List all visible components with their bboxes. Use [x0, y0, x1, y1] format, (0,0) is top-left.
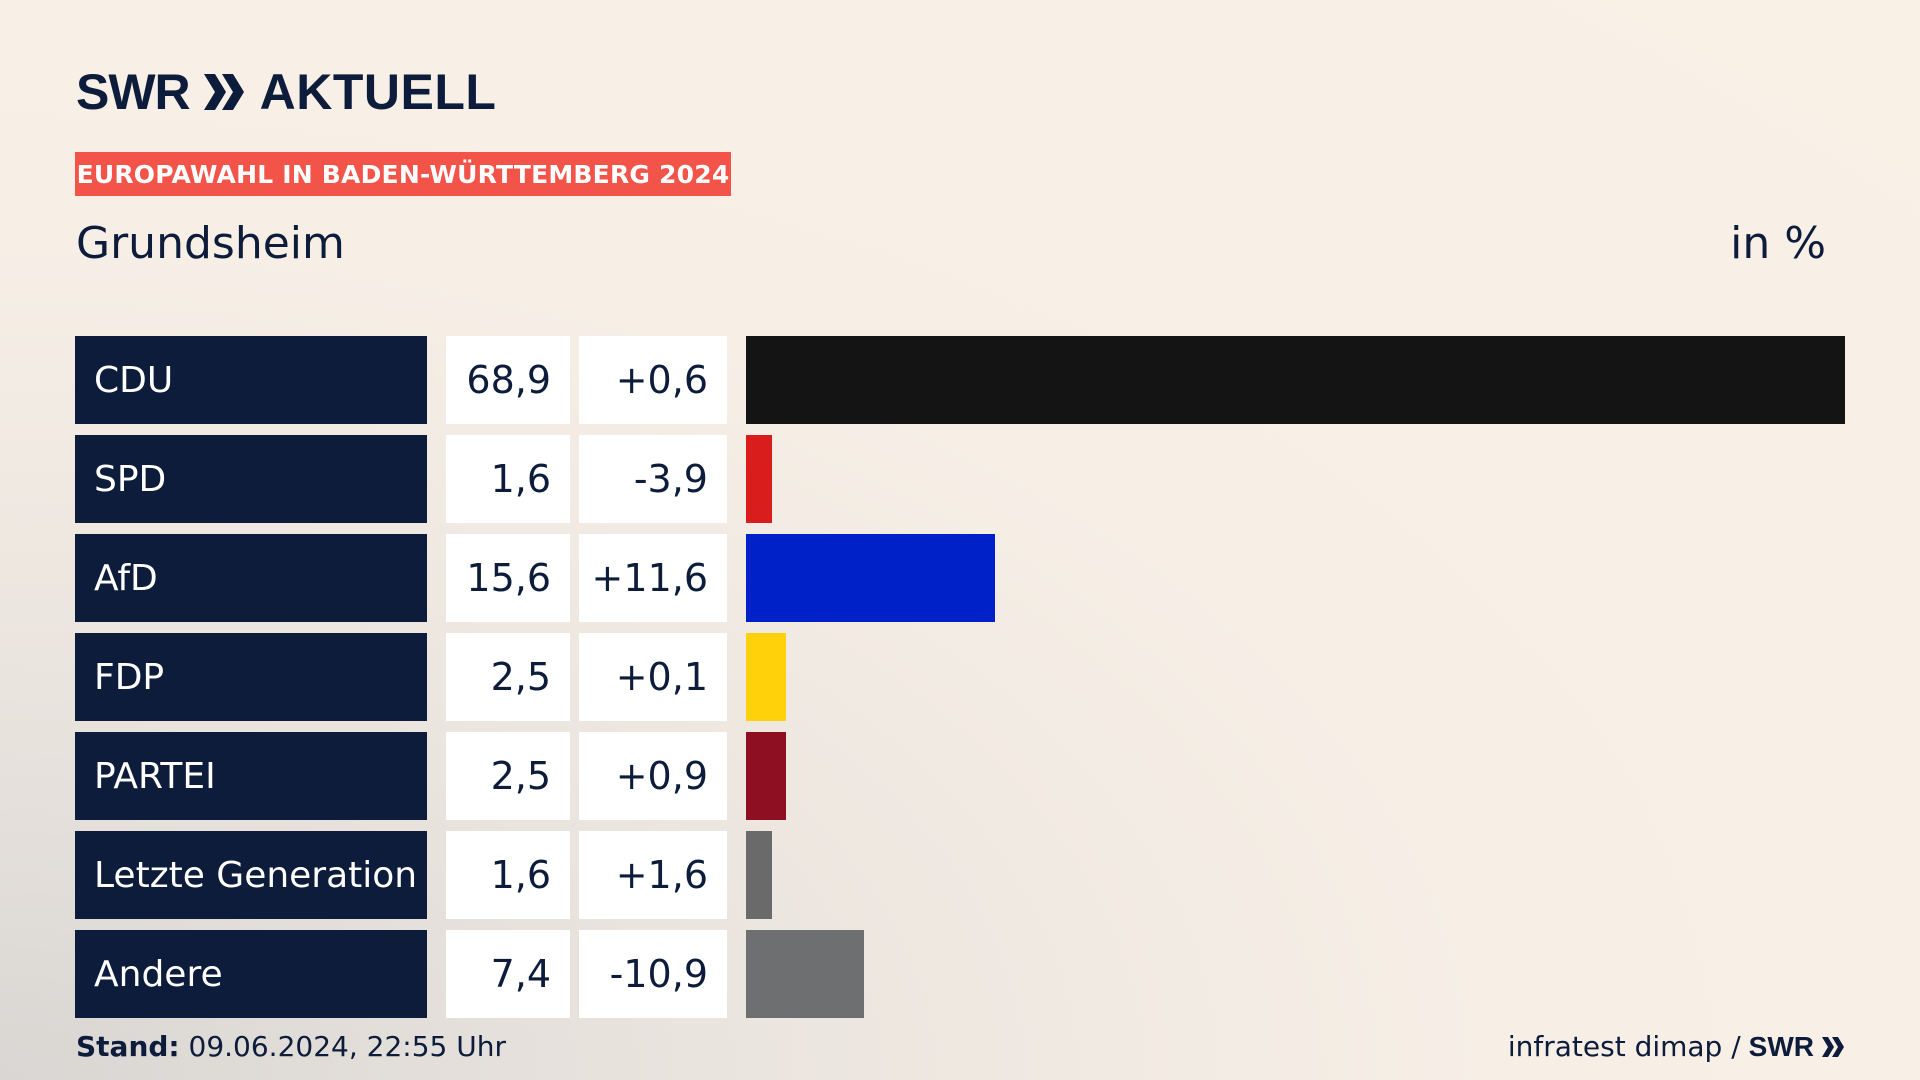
source-credit: infratest dimap / SWR — [1508, 1030, 1844, 1063]
bar — [746, 930, 864, 1018]
double-chevron-icon — [203, 74, 244, 110]
stand-label: Stand: — [76, 1030, 180, 1063]
bar — [746, 336, 1845, 424]
diff-label: +1,6 — [579, 831, 727, 919]
value-label: 1,6 — [446, 435, 570, 523]
bar — [746, 534, 995, 622]
value-label: 2,5 — [446, 732, 570, 820]
party-label: SPD — [75, 435, 427, 523]
source-brand: SWR — [1748, 1030, 1814, 1062]
value-label: 2,5 — [446, 633, 570, 721]
logo-aktuell-text: AKTUELL — [259, 64, 497, 120]
timestamp: Stand: 09.06.2024, 22:55 Uhr — [76, 1030, 506, 1063]
bar — [746, 831, 772, 919]
diff-label: +0,6 — [579, 336, 727, 424]
logo-swr-text: SWR — [76, 64, 191, 120]
party-label: Letzte Generation — [75, 831, 427, 919]
diff-label: -10,9 — [579, 930, 727, 1018]
party-label: AfD — [75, 534, 427, 622]
double-chevron-icon — [1822, 1036, 1844, 1057]
party-label: CDU — [75, 336, 427, 424]
bar — [746, 633, 786, 721]
source-text: infratest dimap / — [1507, 1030, 1741, 1063]
diff-label: +0,1 — [579, 633, 727, 721]
page-title: Grundsheim — [76, 218, 345, 269]
party-label: PARTEI — [75, 732, 427, 820]
bar — [746, 732, 786, 820]
diff-label: -3,9 — [579, 435, 727, 523]
swr-aktuell-logo: SWR AKTUELL — [76, 64, 496, 120]
diff-label: +11,6 — [579, 534, 727, 622]
bar — [746, 435, 772, 523]
unit-label: in % — [1730, 218, 1826, 269]
diff-label: +0,9 — [579, 732, 727, 820]
value-label: 7,4 — [446, 930, 570, 1018]
value-label: 15,6 — [446, 534, 570, 622]
value-label: 68,9 — [446, 336, 570, 424]
party-label: Andere — [75, 930, 427, 1018]
election-badge: EUROPAWAHL IN BADEN-WÜRTTEMBERG 2024 — [75, 152, 731, 196]
value-label: 1,6 — [446, 831, 570, 919]
stand-value: 09.06.2024, 22:55 Uhr — [179, 1030, 506, 1063]
party-label: FDP — [75, 633, 427, 721]
